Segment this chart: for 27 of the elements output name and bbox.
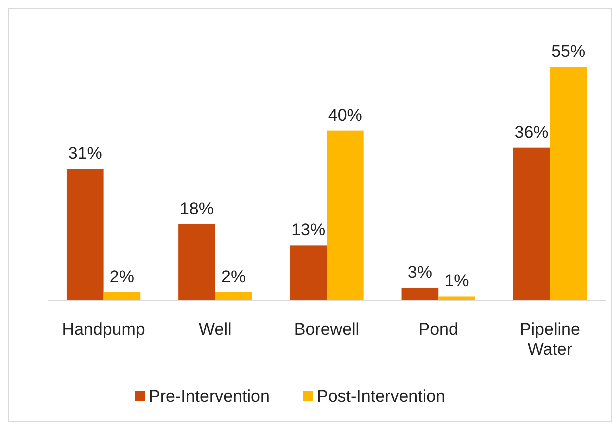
x-tick-label: Pond <box>418 320 458 339</box>
data-label: 2% <box>110 267 135 286</box>
data-label: 31% <box>68 144 102 164</box>
bar <box>104 292 141 301</box>
data-label: 2% <box>222 267 246 286</box>
bar <box>513 148 550 301</box>
x-tick-label: Handpump <box>62 320 146 339</box>
data-label: 3% <box>408 263 432 282</box>
data-label: 40% <box>328 106 362 125</box>
data-label: 36% <box>514 122 549 142</box>
data-label: 1% <box>444 272 470 291</box>
bar <box>215 292 252 301</box>
bar <box>327 130 364 301</box>
bar <box>290 246 327 301</box>
x-tick-label: Borewell <box>294 320 360 339</box>
legend-label: Post-Intervention <box>317 387 446 406</box>
data-label: 13% <box>292 220 326 240</box>
bar <box>438 296 476 301</box>
data-label: 18% <box>180 199 214 218</box>
bar <box>402 288 439 301</box>
bar <box>178 224 216 301</box>
data-label: 55% <box>552 42 586 61</box>
x-tick-label: Well <box>199 320 232 339</box>
bar <box>550 67 588 301</box>
x-tick-label: Pipeline Water <box>520 320 580 359</box>
legend-label: Pre-Intervention <box>149 387 270 406</box>
bar <box>66 169 104 301</box>
